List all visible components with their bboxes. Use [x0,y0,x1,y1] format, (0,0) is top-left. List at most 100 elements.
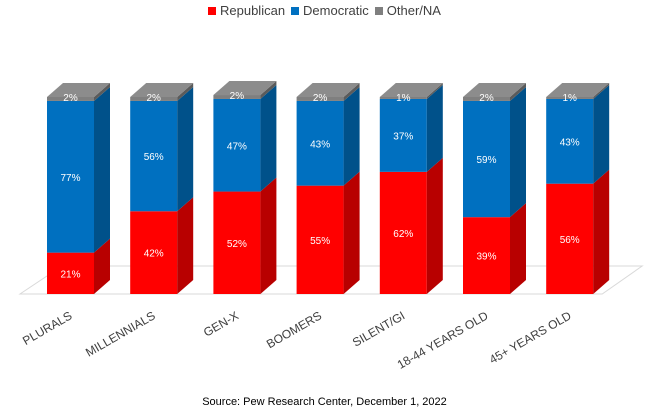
data-label: 56% [560,235,580,246]
bar-segment [463,203,526,294]
bar-segment [379,157,443,294]
category-label: BOOMERS [264,308,324,351]
bar-front [379,97,427,99]
data-label: 21% [60,269,80,280]
bar-side [426,83,443,99]
bar-front [463,217,510,294]
bar-side [260,81,277,99]
data-label: 77% [60,173,80,184]
bar-segment [546,169,610,294]
bar-side [343,83,360,101]
legend-label: Other/NA [386,3,441,18]
bar-side [260,84,277,192]
data-label: 2% [63,93,78,104]
bar-segment [130,197,194,294]
bar-side [426,84,443,172]
data-label: 43% [310,139,330,150]
bar-front [130,97,178,101]
data-label: 55% [310,236,330,247]
legend-item: Other/NA [374,3,441,18]
bar-segment [130,86,194,212]
bar-top [47,83,110,97]
bar-front [546,183,594,294]
legend-label: Republican [220,3,286,18]
bar-front [130,211,178,294]
bar-side [260,177,277,294]
bar-side [426,157,443,294]
bar-segment [379,83,443,99]
bar-segment [546,83,610,99]
data-label: 42% [144,249,164,260]
legend-label: Democratic [303,3,369,18]
bar-side [510,86,526,218]
bar-segment [47,238,110,294]
bar-side [510,203,526,294]
data-label: 2% [479,93,494,104]
bar-segment [546,84,610,184]
bar-front [546,97,594,99]
legend-swatch [291,7,300,15]
bar-front [379,171,427,294]
bar-top [463,83,526,97]
bar-side [343,171,360,294]
bar-segment [463,83,526,101]
bar-side [94,86,110,253]
legend-swatch [374,7,383,15]
chart-legend: Republican Democratic Other/NA [0,3,649,18]
bar-side [593,169,610,294]
bar-front [296,97,344,101]
bar-front [546,98,594,184]
data-label: 1% [562,93,577,104]
bar-top [296,83,360,97]
bar-side [177,83,194,101]
bar-side [94,238,110,294]
bar-front [296,185,344,294]
bar-front [47,97,94,101]
data-label: 1% [396,93,411,104]
category-label: 18-44 YEARS OLD [395,308,491,372]
bar-segment [296,83,360,101]
bar-front [463,100,510,218]
bar-side [343,86,360,186]
data-label: 2% [313,93,328,104]
bar-side [593,83,610,99]
data-label: 43% [560,137,580,148]
bar-front [379,98,427,172]
bar-front [213,191,261,294]
bar-top [379,83,443,97]
bar-segment [379,84,443,172]
bar-front [463,97,510,101]
category-label: 45+ YEARS OLD [487,308,574,366]
bar-front [213,95,261,99]
category-label: MILLENNIALS [83,308,158,359]
bar-segment [296,171,360,294]
bar-segment [47,83,110,101]
bar-segment [296,86,360,186]
category-label: SILENT/GI [350,308,407,349]
bar-side [94,83,110,101]
bar-segment [213,81,277,99]
data-label: 2% [146,93,161,104]
legend-swatch [208,7,216,15]
bar-segment [463,86,526,218]
bar-segment [130,83,194,101]
bar-side [177,86,194,212]
legend-item: Democratic [291,3,369,18]
bar-front [296,100,344,186]
data-label: 59% [476,155,496,166]
data-label: 52% [227,239,247,250]
bar-front [47,100,94,253]
bar-front [47,252,94,294]
chart-source-note: Source: Pew Research Center, December 1,… [202,396,447,408]
data-label: 37% [393,131,413,142]
bar-segment [47,86,110,253]
bar-segment [213,177,277,294]
bar-top [213,81,277,96]
data-label: 47% [227,141,247,152]
bar-front [130,100,178,212]
bar-side [177,197,194,294]
category-label: GEN-X [201,308,241,339]
bar-top [546,83,610,97]
bar-front [213,98,261,192]
